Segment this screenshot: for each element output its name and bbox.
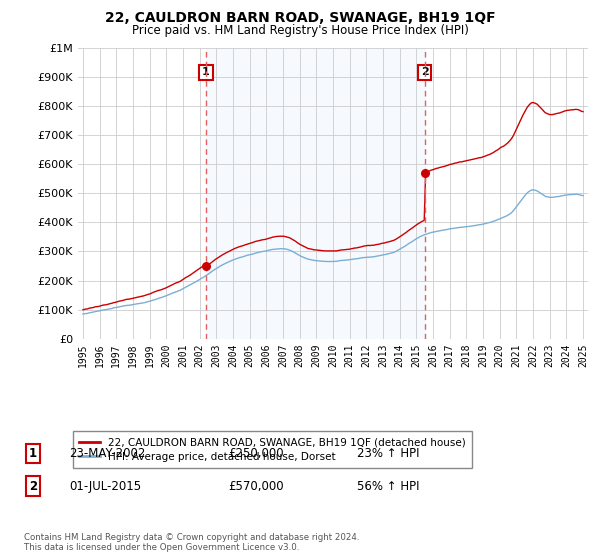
Text: 2: 2 xyxy=(29,479,37,493)
Text: Contains HM Land Registry data © Crown copyright and database right 2024.: Contains HM Land Registry data © Crown c… xyxy=(24,533,359,542)
Legend: 22, CAULDRON BARN ROAD, SWANAGE, BH19 1QF (detached house), HPI: Average price, : 22, CAULDRON BARN ROAD, SWANAGE, BH19 1Q… xyxy=(73,431,472,468)
Text: £570,000: £570,000 xyxy=(228,479,284,493)
Point xyxy=(420,169,430,178)
Text: 1: 1 xyxy=(202,67,210,77)
Bar xyxy=(206,48,425,339)
Text: 23-MAY-2002: 23-MAY-2002 xyxy=(69,447,145,460)
Text: Price paid vs. HM Land Registry's House Price Index (HPI): Price paid vs. HM Land Registry's House … xyxy=(131,24,469,36)
Text: 22, CAULDRON BARN ROAD, SWANAGE, BH19 1QF: 22, CAULDRON BARN ROAD, SWANAGE, BH19 1Q… xyxy=(104,11,496,25)
Text: 2: 2 xyxy=(421,67,428,77)
Text: 56% ↑ HPI: 56% ↑ HPI xyxy=(357,479,419,493)
Text: 23% ↑ HPI: 23% ↑ HPI xyxy=(357,447,419,460)
Text: This data is licensed under the Open Government Licence v3.0.: This data is licensed under the Open Gov… xyxy=(24,543,299,552)
Point xyxy=(201,262,211,270)
Text: 01-JUL-2015: 01-JUL-2015 xyxy=(69,479,141,493)
Text: £250,000: £250,000 xyxy=(228,447,284,460)
Text: 1: 1 xyxy=(29,447,37,460)
